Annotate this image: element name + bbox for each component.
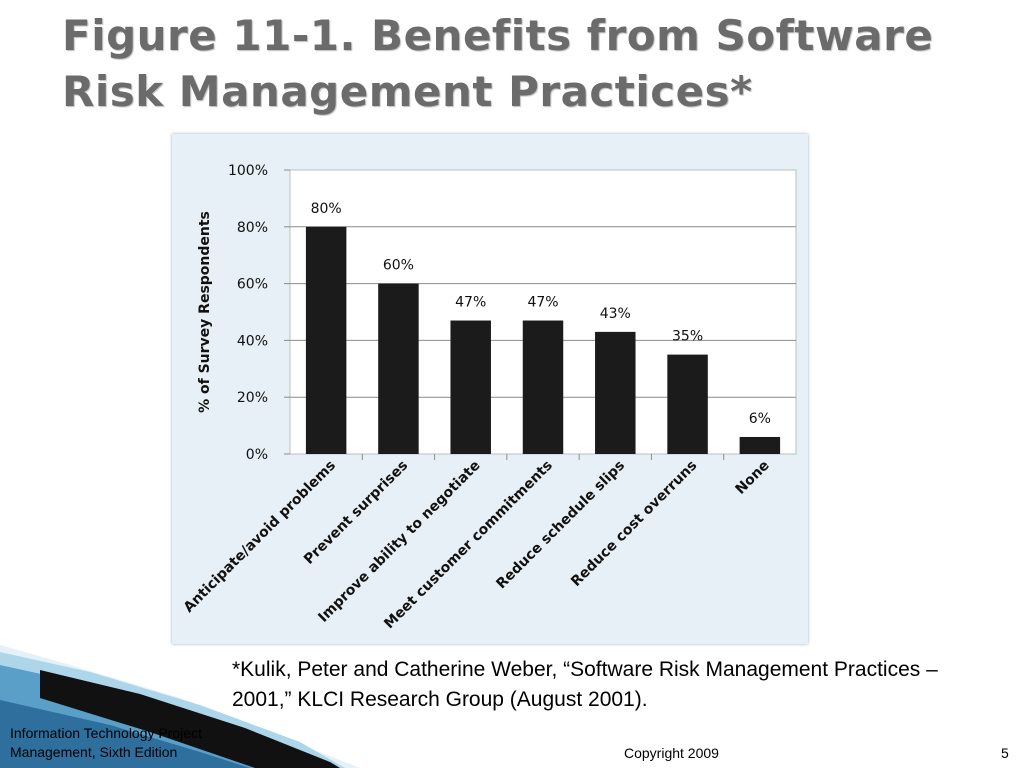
- footer-copyright: Copyright 2009: [624, 745, 719, 761]
- category-label: None: [733, 458, 773, 498]
- bar: [522, 320, 564, 454]
- corner-swoosh-decoration: [0, 645, 360, 768]
- y-tick-label: 100%: [228, 163, 268, 179]
- bar-data-label: 6%: [749, 411, 771, 427]
- bar: [739, 436, 781, 454]
- bars: [305, 226, 781, 454]
- category-label: Improve ability to negotiate: [315, 458, 483, 626]
- bar-chart: 0%20%40%60%80%100% 80%60%47% 47%43%35%6% …: [181, 163, 797, 633]
- category-label: Reduce cost overruns: [568, 458, 700, 590]
- page-number: 5: [1001, 745, 1009, 761]
- slide-title: Figure 11-1. Benefits from Software Risk…: [62, 11, 934, 116]
- footer-edition: Information Technology Project Managemen…: [10, 725, 202, 760]
- y-tick-label: 0%: [246, 447, 268, 463]
- bar-data-label: 60%: [383, 258, 414, 274]
- data-labels: 80% 60% 47% 47% 43% 35% 6%: [311, 201, 771, 427]
- category-label: Anticipate/avoid problems: [181, 458, 339, 616]
- footnote: *Kulik, Peter and Catherine Weber, “Soft…: [232, 658, 938, 711]
- bar: [305, 226, 347, 454]
- y-tick-label: 40%: [237, 333, 268, 349]
- bar: [378, 283, 419, 454]
- bar: [667, 354, 708, 454]
- y-axis-title: % of Survey Respondents: [197, 211, 213, 413]
- bar-data-label: 43%: [600, 306, 631, 322]
- bar: [450, 320, 491, 454]
- bar-data-label: 80%: [311, 201, 342, 217]
- bar-data-label: 47%: [455, 295, 486, 311]
- chart-panel: 0% 20% 40% 60% 80% 100% 80% 60% 47% 47% 43% 35% 6% …: [172, 134, 808, 644]
- category-label: Reduce schedule slips: [493, 458, 628, 593]
- bar-data-label: 35%: [672, 329, 703, 345]
- y-tick-label: 60%: [237, 277, 268, 293]
- bar: [595, 331, 636, 454]
- y-tick-label: 20%: [237, 390, 268, 406]
- y-tick-label: 80%: [237, 220, 268, 236]
- bar-data-label: 47%: [527, 295, 558, 311]
- y-axis-ticks: 0% 20% 40% 60% 80% 100%: [228, 163, 725, 463]
